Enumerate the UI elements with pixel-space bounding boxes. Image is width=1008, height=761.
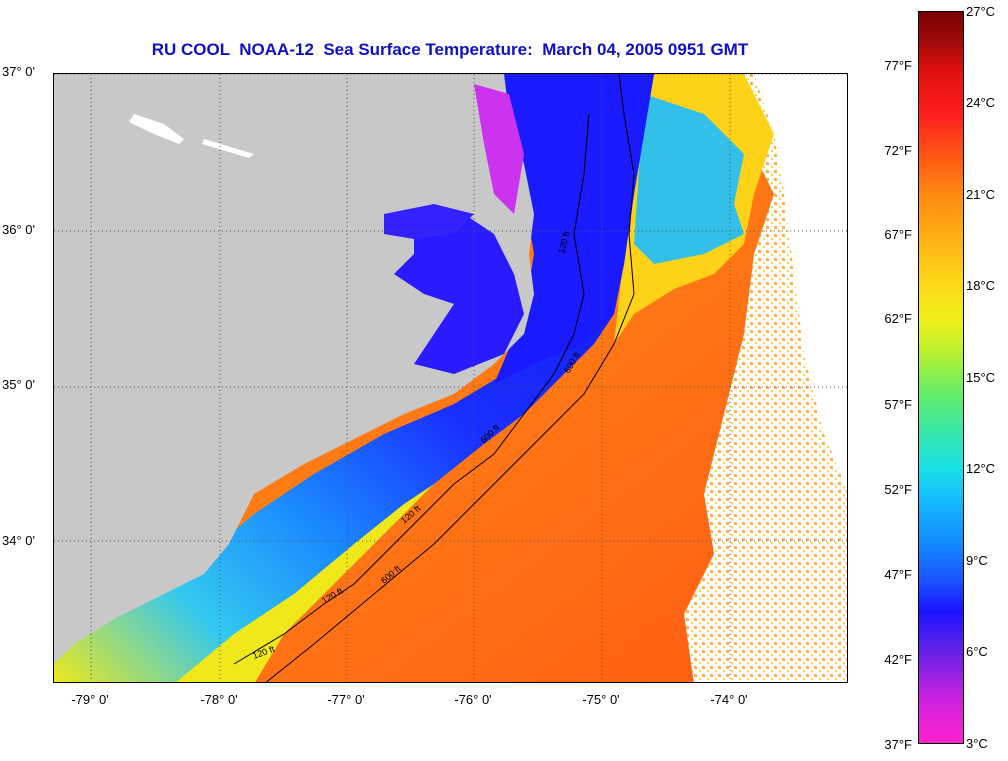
rivers bbox=[129, 114, 254, 158]
fahrenheit-tick: 67°F bbox=[884, 227, 912, 242]
sound-shallows bbox=[474, 84, 524, 214]
fahrenheit-tick: 57°F bbox=[884, 397, 912, 412]
warm-inshore-band bbox=[176, 484, 434, 682]
lat-label-35: 35° 0' bbox=[2, 377, 35, 392]
celsius-tick: 3°C bbox=[966, 736, 988, 751]
fahrenheit-tick: 42°F bbox=[884, 652, 912, 667]
cold-shelf-core bbox=[494, 74, 654, 384]
isobaths bbox=[233, 74, 635, 682]
cloud-cover-dense bbox=[754, 74, 847, 490]
isobath-120ft bbox=[233, 113, 590, 665]
fahrenheit-tick: 77°F bbox=[884, 58, 912, 73]
celsius-tick: 24°C bbox=[966, 95, 996, 110]
fahrenheit-tick: 52°F bbox=[884, 482, 912, 497]
lat-label-37: 37° 0' bbox=[2, 64, 35, 79]
pamlico-sound bbox=[394, 214, 524, 374]
lon-label-78: -78° 0' bbox=[200, 692, 238, 707]
fahrenheit-tick: 62°F bbox=[884, 311, 912, 326]
celsius-tick: 15°C bbox=[966, 370, 996, 385]
temperature-colorbar bbox=[918, 11, 964, 744]
celsius-tick: 9°C bbox=[966, 553, 988, 568]
lon-label-77: -77° 0' bbox=[327, 692, 365, 707]
celsius-tick: 6°C bbox=[966, 644, 988, 659]
lon-label-76: -76° 0' bbox=[454, 692, 492, 707]
fahrenheit-tick: 72°F bbox=[884, 143, 912, 158]
sst-map[interactable]: 600 ft 120 ft 120 ft 120 ft 600 ft 600 f… bbox=[53, 73, 848, 683]
lon-label-75: -75° 0' bbox=[582, 692, 620, 707]
fahrenheit-tick: 47°F bbox=[884, 567, 912, 582]
fahrenheit-tick: 37°F bbox=[884, 737, 912, 752]
celsius-tick: 12°C bbox=[966, 461, 996, 476]
graticule bbox=[54, 74, 847, 682]
map-title: RU COOL NOAA-12 Sea Surface Temperature:… bbox=[151, 40, 749, 59]
celsius-tick: 18°C bbox=[966, 278, 996, 293]
sst-map-image: 600 ft 120 ft 120 ft 120 ft 600 ft 600 f… bbox=[54, 74, 847, 682]
lon-label-79: -79° 0' bbox=[71, 692, 109, 707]
celsius-tick: 21°C bbox=[966, 187, 996, 202]
lat-label-34: 34° 0' bbox=[2, 533, 35, 548]
albemarle-sound bbox=[384, 204, 474, 239]
cool-eddy bbox=[634, 94, 744, 264]
celsius-tick: 27°C bbox=[966, 4, 996, 19]
lon-label-74: -74° 0' bbox=[710, 692, 748, 707]
isobath-600ft bbox=[265, 74, 635, 682]
lat-label-36: 36° 0' bbox=[2, 222, 35, 237]
